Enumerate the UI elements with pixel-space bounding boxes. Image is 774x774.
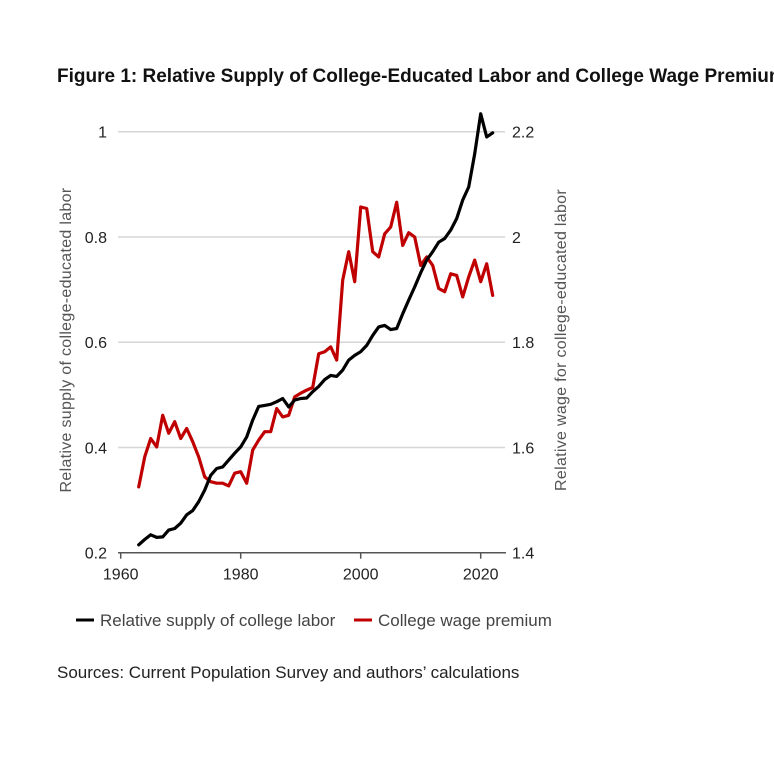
y2-tick-label: 1.6 xyxy=(512,440,534,457)
y-axis-label: Relative supply of college-educated labo… xyxy=(58,187,75,492)
gridlines xyxy=(118,130,505,449)
y2-tick-label: 1.8 xyxy=(512,335,534,352)
line-relative-supply xyxy=(137,112,495,547)
legend: Relative supply of college labor College… xyxy=(76,611,552,630)
y2-tick-label: 1.4 xyxy=(512,546,534,563)
y-tick-label: 0.4 xyxy=(85,440,107,457)
x-tick-label: 1960 xyxy=(103,567,139,584)
legend-label-supply: Relative supply of college labor xyxy=(100,611,336,630)
x-axis: 1960 1980 2000 2020 xyxy=(103,551,506,584)
y2-axis-label: Relative wage for college-educated labor xyxy=(553,189,570,491)
y-tick-label: 0.2 xyxy=(85,546,107,563)
x-tick-label: 2020 xyxy=(463,567,499,584)
y-tick-label: 0.8 xyxy=(85,230,107,247)
series-lines xyxy=(137,112,495,547)
y-axis-right: 1.4 1.6 1.8 2 2.2 xyxy=(512,125,534,563)
y-axis-left: 0.2 0.4 0.6 0.8 1 xyxy=(85,125,107,563)
source-note: Sources: Current Population Survey and a… xyxy=(57,663,519,682)
chart-title: Figure 1: Relative Supply of College-Edu… xyxy=(57,66,774,87)
y-tick-label: 0.6 xyxy=(85,335,107,352)
y2-tick-label: 2 xyxy=(512,230,521,247)
line-college-wage-premium xyxy=(137,200,495,489)
x-tick-label: 1980 xyxy=(223,567,259,584)
y-tick-label: 1 xyxy=(98,125,107,142)
legend-label-premium: College wage premium xyxy=(378,611,552,630)
y2-tick-label: 2.2 xyxy=(512,125,534,142)
x-tick-label: 2000 xyxy=(343,567,379,584)
